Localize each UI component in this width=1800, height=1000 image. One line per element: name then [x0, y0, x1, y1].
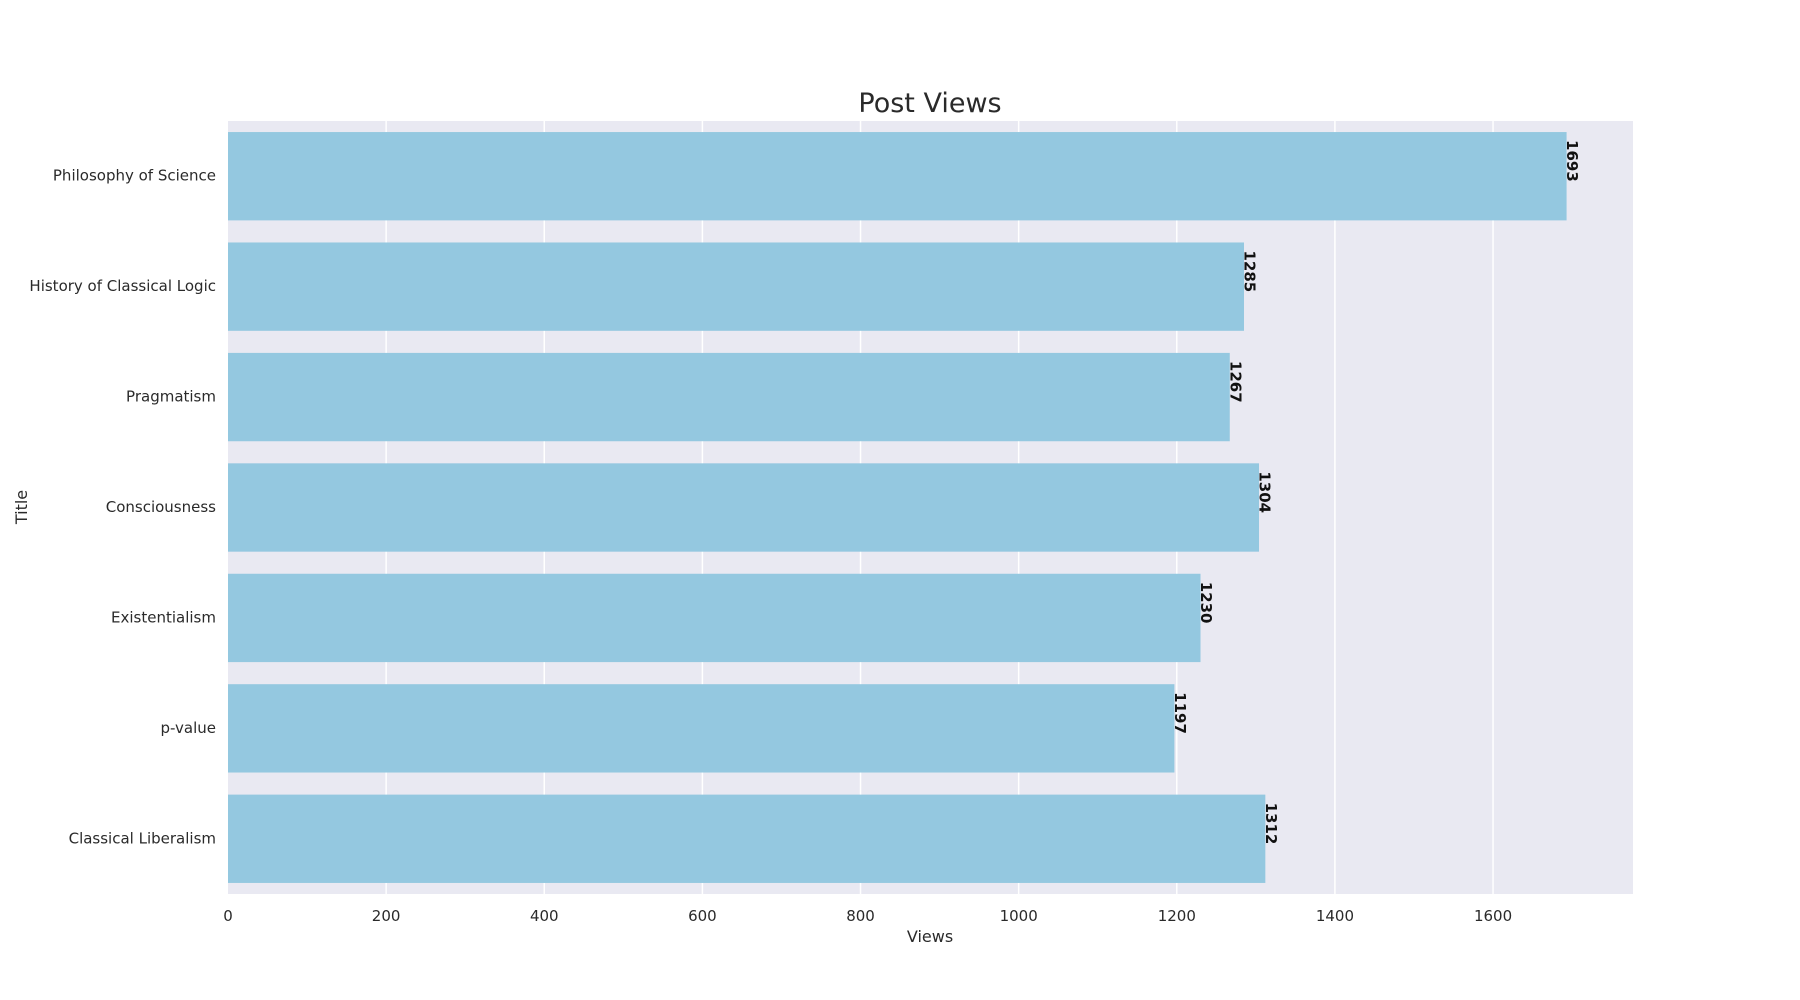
- y-tick-label-pragmatism: Pragmatism: [126, 388, 216, 406]
- bars: [228, 132, 1567, 883]
- x-tick-label-800: 800: [846, 907, 875, 925]
- bar-existentialism: [228, 573, 1201, 663]
- bar-history-of-classical-logic: [228, 242, 1244, 331]
- bar-classical-liberalism: [228, 794, 1266, 883]
- y-tick-label-p-value: p-value: [160, 719, 216, 737]
- x-tick-label-1400: 1400: [1316, 907, 1354, 925]
- y-tick-label-history-of-classical-logic: History of Classical Logic: [29, 277, 216, 295]
- y-tick-label-existentialism: Existentialism: [111, 608, 216, 626]
- x-tick-label-200: 200: [372, 907, 401, 925]
- y-tick-label-consciousness: Consciousness: [106, 498, 216, 516]
- bar-value-label-p-value: 1197: [1171, 692, 1189, 734]
- x-tick-label-1000: 1000: [1000, 907, 1038, 925]
- bar-value-label-consciousness: 1304: [1256, 471, 1274, 513]
- y-tick-label-philosophy-of-science: Philosophy of Science: [53, 167, 216, 185]
- y-tick-label-classical-liberalism: Classical Liberalism: [69, 829, 216, 847]
- bar-pragmatism: [228, 352, 1230, 442]
- bar-philosophy-of-science: [228, 132, 1567, 221]
- bar-value-label-classical-liberalism: 1312: [1262, 803, 1280, 845]
- x-tick-label-0: 0: [223, 907, 233, 925]
- x-axis-title: Views: [907, 927, 953, 946]
- y-axis-title: Title: [12, 490, 31, 525]
- bar-value-label-existentialism: 1230: [1197, 582, 1215, 624]
- bar-value-labels: 1693 1285 1267 1304 1230 1197 1312: [1171, 140, 1581, 844]
- bar-value-label-pragmatism: 1267: [1226, 361, 1244, 403]
- x-axis-tick-labels: 0 200 400 600 800 1000 1200 1400 1600: [223, 907, 1512, 925]
- x-tick-label-1600: 1600: [1474, 907, 1512, 925]
- x-tick-label-1200: 1200: [1158, 907, 1196, 925]
- bar-value-label-philosophy-of-science: 1693: [1563, 140, 1581, 182]
- bar-p-value: [228, 684, 1175, 773]
- y-axis-tick-labels: Philosophy of Science History of Classica…: [29, 167, 216, 848]
- bar-value-label-history-of-classical-logic: 1285: [1240, 250, 1258, 292]
- x-tick-label-400: 400: [530, 907, 559, 925]
- chart-title: Post Views: [858, 88, 1001, 119]
- x-tick-label-600: 600: [688, 907, 717, 925]
- bar-consciousness: [228, 463, 1260, 552]
